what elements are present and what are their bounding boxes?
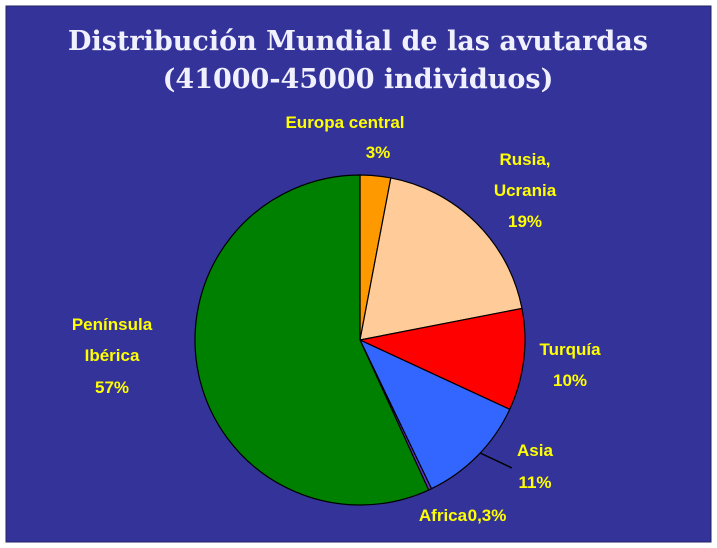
value-label: 0,3% [468,506,507,525]
value-label: 10% [553,371,587,390]
leader-line [477,451,513,469]
pie-slice [359,177,523,341]
pie-slice [358,338,511,490]
category-label: Rusia, Ucrania [494,150,557,200]
value-label: 11% [518,473,551,492]
category-label: Africa [419,506,468,525]
pie-slice [358,307,526,411]
pie-slice [194,174,430,506]
value-label: 19% [508,212,542,231]
category-label: Asia [517,441,553,460]
value-label: 57% [95,378,129,397]
category-label: Europa central [285,113,404,132]
category-label: Península Ibérica [72,315,153,365]
chart-subtitle: (41000-45000 individuos) [163,64,554,95]
category-label: Turquía [539,340,601,359]
value-label: 3% [366,143,391,162]
chart-title: Distribución Mundial de las avutardas [68,26,648,57]
